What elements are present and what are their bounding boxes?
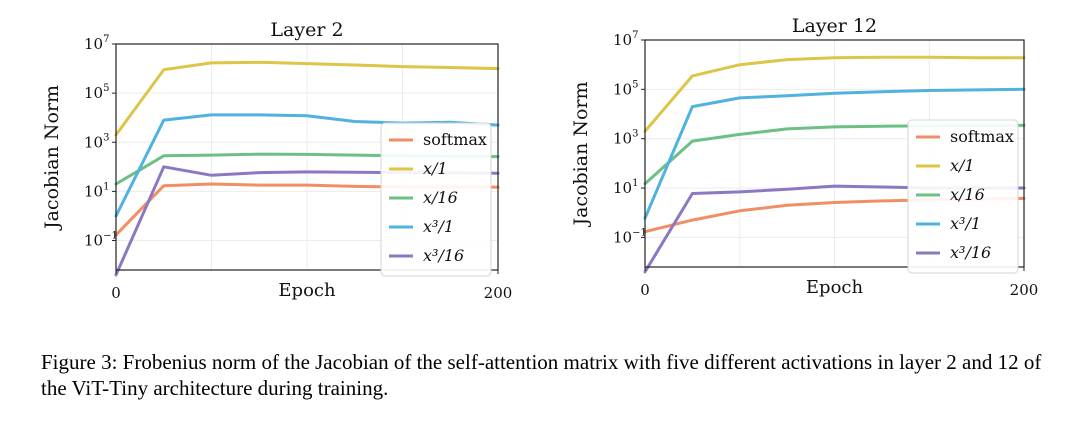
chart-title: Layer 12 bbox=[792, 15, 877, 37]
series-line-x-3-1 bbox=[643, 87, 1026, 220]
chart-1: Layer 2 107 105 103 101 10−1 0 200 Epoch Jacobian… bbox=[41, 19, 512, 302]
legend: softmax x/1 x/16 x³/1 x³/16 bbox=[380, 122, 492, 277]
y-tick-label: 10−1 bbox=[84, 231, 118, 250]
chart-title: Layer 2 bbox=[270, 19, 343, 41]
legend-box bbox=[380, 122, 492, 277]
y-tick-label: 105 bbox=[84, 83, 109, 102]
y-tick-label: 107 bbox=[613, 30, 638, 49]
series-line-x-1 bbox=[114, 60, 500, 137]
y-axis-label: Jacobian Norm bbox=[570, 81, 592, 227]
y-tick-label: 10−1 bbox=[613, 227, 647, 246]
series-line-x-1 bbox=[643, 55, 1026, 133]
y-tick-label: 103 bbox=[84, 132, 109, 151]
figure-caption: Figure 3: Frobenius norm of the Jacobian… bbox=[41, 350, 1042, 400]
y-axis-label: Jacobian Norm bbox=[41, 85, 63, 231]
legend-label: x/16 bbox=[423, 188, 458, 207]
legend-label: x³/1 bbox=[950, 214, 981, 233]
chart-2: Layer 12 107 105 103 101 10−1 0 200 Epoch Jacobia… bbox=[570, 15, 1038, 299]
y-tick-label: 103 bbox=[613, 129, 638, 148]
legend-label: softmax bbox=[423, 130, 487, 149]
plot-frame bbox=[644, 39, 1025, 268]
legend-label: x/1 bbox=[423, 159, 448, 178]
legend-box bbox=[907, 119, 1019, 274]
y-tick-label: 101 bbox=[84, 181, 109, 200]
x-tick-label: 0 bbox=[640, 281, 650, 299]
plot-frame bbox=[115, 43, 499, 271]
legend-label: x³/16 bbox=[423, 246, 464, 265]
legend: softmax x/1 x/16 x³/1 x³/16 bbox=[907, 119, 1019, 274]
x-axis-label: Epoch bbox=[806, 277, 864, 298]
legend-label: x³/16 bbox=[950, 243, 991, 262]
y-tick-label: 101 bbox=[613, 178, 638, 197]
legend-label: softmax bbox=[950, 127, 1014, 146]
x-tick-label: 200 bbox=[1010, 281, 1039, 299]
x-tick-label: 200 bbox=[484, 284, 513, 302]
legend-label: x/16 bbox=[950, 185, 985, 204]
figure-charts: Layer 2 107 105 103 101 10−1 0 200 Epoch Jacobian… bbox=[41, 15, 1038, 302]
y-tick-label: 107 bbox=[84, 34, 109, 53]
y-tick-label: 105 bbox=[613, 79, 638, 98]
legend-label: x/1 bbox=[950, 156, 975, 175]
legend-label: x³/1 bbox=[423, 217, 454, 236]
x-tick-label: 0 bbox=[111, 284, 121, 302]
x-axis-label: Epoch bbox=[278, 280, 336, 301]
